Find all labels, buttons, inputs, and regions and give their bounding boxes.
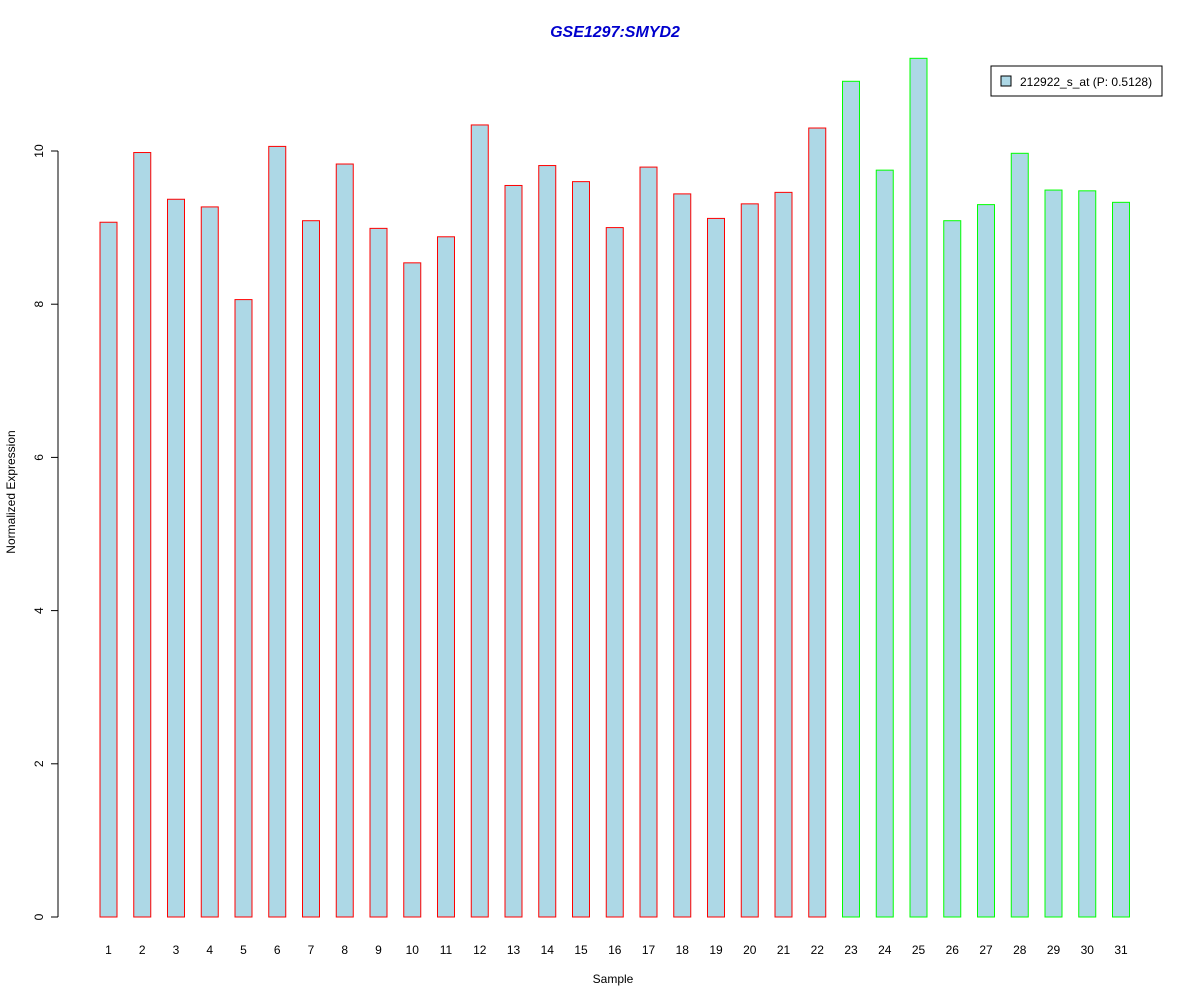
x-tick-label: 1 [105,943,112,957]
bar-sample-13 [504,184,523,918]
chart-title: GSE1297:SMYD2 [550,24,680,41]
bar-sample-15 [572,181,590,918]
x-tick-label: 19 [709,943,723,957]
bar-sample-27 [977,204,995,918]
x-tick-label: 18 [676,943,690,957]
bar-sample-30 [1078,190,1097,918]
x-tick-label: 4 [206,943,213,957]
bar-sample-24 [875,169,894,918]
x-tick-label: 30 [1081,943,1095,957]
x-tick-label: 12 [473,943,487,957]
x-tick-label: 31 [1114,943,1128,957]
x-tick-label: 13 [507,943,521,957]
y-axis-label: Normalized Expression [4,430,18,553]
x-tick-label: 6 [274,943,281,957]
x-tick-label: 8 [341,943,348,957]
legend-swatch [1000,75,1012,87]
bar-sample-8 [335,163,354,918]
x-tick-label: 17 [642,943,656,957]
x-tick-label: 16 [608,943,622,957]
bar-sample-18 [673,193,692,918]
bar-sample-28 [1010,152,1029,918]
bar-sample-31 [1112,201,1130,918]
bar-sample-4 [200,206,219,918]
x-tick-label: 11 [440,943,453,957]
bar-sample-5 [234,299,253,918]
bar-sample-17 [639,166,658,918]
bar-sample-11 [437,236,455,918]
x-axis-label: Sample [593,972,634,986]
bar-sample-3 [167,198,185,918]
x-tick-label: 28 [1013,943,1027,957]
y-tick-label: 6 [32,454,46,461]
x-tick-label: 23 [844,943,858,957]
bar-sample-29 [1044,189,1063,918]
x-tick-label: 27 [979,943,993,957]
bar-sample-7 [302,220,320,918]
x-tick-label: 10 [406,943,420,957]
bar-sample-21 [774,191,793,918]
bar-sample-23 [842,80,860,918]
x-tick-label: 21 [777,943,791,957]
x-tick-label: 2 [139,943,146,957]
bar-sample-25 [909,57,928,918]
x-tick-label: 9 [375,943,382,957]
x-tick-label: 14 [541,943,555,957]
bars-group [99,57,1130,918]
x-tick-label: 7 [308,943,315,957]
bar-sample-22 [808,127,827,918]
bar-sample-16 [605,227,624,918]
bar-sample-19 [707,217,725,918]
bar-sample-14 [538,165,557,918]
x-tick-label: 24 [878,943,892,957]
bar-sample-20 [740,203,759,918]
y-tick-label: 0 [32,913,46,920]
x-tick-label: 26 [946,943,960,957]
y-tick-label: 8 [32,301,46,308]
bar-sample-12 [470,124,489,918]
bar-sample-9 [369,227,388,918]
x-tick-labels: 1 2 3 4 5 6 7 8 9 10 11 12 13 14 15 16 17 18 19 20 21 22 23 24 2… [105,943,1128,957]
legend-box [990,65,1163,97]
x-tick-label: 3 [173,943,180,957]
legend: 212922_s_at (P: 0.5128) [990,65,1163,97]
x-tick-label: 5 [240,943,247,957]
x-tick-label: 15 [574,943,588,957]
y-axis: 0 2 4 6 8 10 [32,144,59,920]
x-tick-label: 29 [1047,943,1061,957]
legend-label: 212922_s_at (P: 0.5128) [1020,75,1152,89]
bar-sample-10 [403,262,422,918]
bar-sample-26 [943,220,962,918]
y-tick-label: 10 [32,144,46,158]
bar-sample-1 [99,221,118,918]
bar-sample-2 [133,152,152,918]
x-tick-label: 25 [912,943,926,957]
bar-sample-6 [268,145,287,918]
x-tick-label: 20 [743,943,757,957]
y-tick-label: 4 [32,607,46,614]
x-tick-label: 22 [811,943,825,957]
y-tick-label: 2 [32,760,46,767]
